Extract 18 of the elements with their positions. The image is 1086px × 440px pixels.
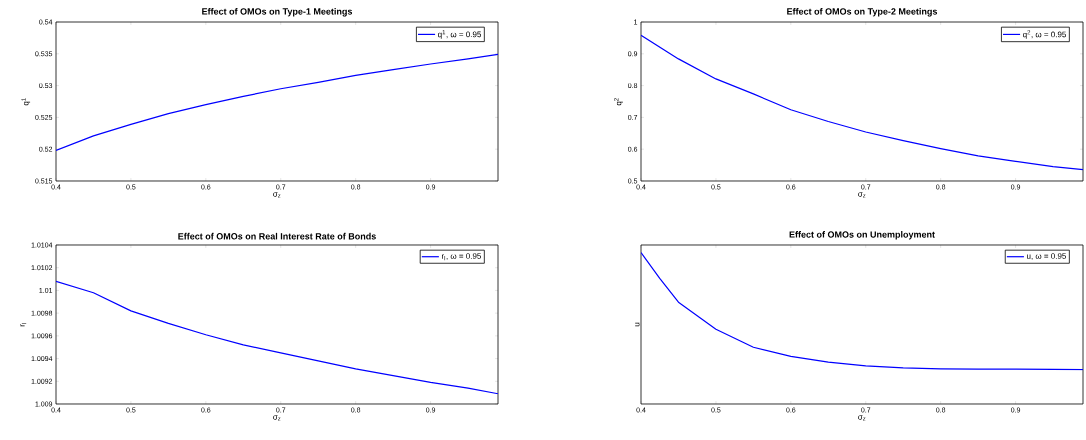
chart-title: Effect of OMOs on Type-2 Meetings xyxy=(787,8,938,17)
legend-label: u, ω = 0.95 xyxy=(1027,253,1066,260)
x-axis-title: σ$_{z}$ xyxy=(273,415,281,421)
x-axis-title: σ$_{z}$ xyxy=(858,415,866,421)
x-axis-title: σ$_{z}$ xyxy=(858,192,866,198)
line-series xyxy=(56,280,498,395)
legend-label: q$^{2}$, ω = 0.95 xyxy=(1023,30,1066,39)
chart-title: Effect of OMOs on Unemployment xyxy=(789,231,935,240)
y-axis-title: u xyxy=(635,322,640,327)
y-axis-title: q$^{2}$ xyxy=(614,98,623,106)
legend-label: q$^{1}$, ω = 0.95 xyxy=(438,30,481,39)
line-series xyxy=(56,53,498,152)
x-axis-title: σ$_{z}$ xyxy=(273,192,281,198)
chart-title: Effect of OMOs on Real Interest Rate of Bonds xyxy=(178,232,376,240)
y-axis-title: q$^{1}$ xyxy=(21,98,31,106)
y-axis-title: r$_{l}$ xyxy=(20,323,27,327)
chart-title: Effect of OMOs on Type-1 Meetings xyxy=(202,8,353,17)
legend-label: r$_{l}$, ω = 0.95 xyxy=(442,253,481,261)
